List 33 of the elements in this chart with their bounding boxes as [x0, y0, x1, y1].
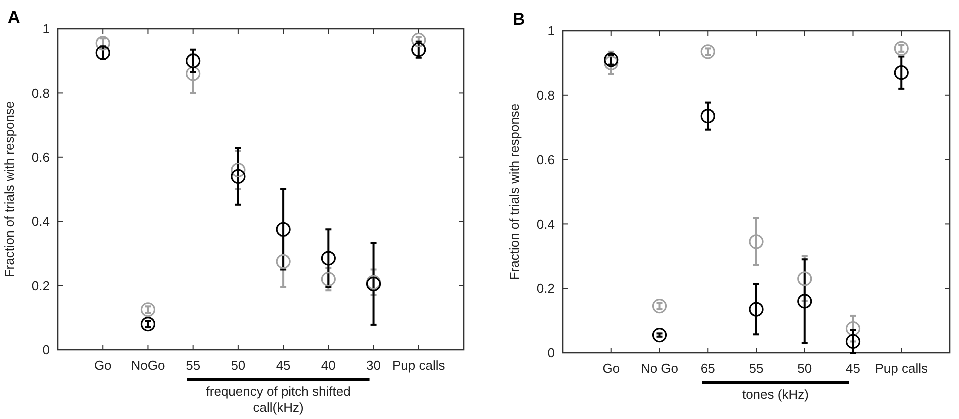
- y-tick-label: 0: [548, 346, 555, 361]
- x-tick-label: 50: [231, 358, 246, 373]
- y-tick-label: 0.8: [32, 86, 50, 101]
- y-axis-title: Fraction of trials with response: [2, 101, 17, 278]
- x-axis-title: frequency of pitch shifted call(kHz): [206, 384, 351, 415]
- x-tick-label: 30: [366, 358, 382, 373]
- y-tick-label: 1: [42, 22, 50, 37]
- y-tick-label: 0.2: [32, 278, 50, 294]
- x-tick-label: 45: [846, 361, 860, 376]
- x-tick-label: 45: [276, 358, 291, 373]
- x-tick-label: 65: [700, 361, 716, 376]
- chart-title: A: [8, 8, 20, 27]
- x-tick-label: Pup calls: [392, 358, 446, 373]
- x-tick-label: 40: [321, 358, 336, 373]
- y-tick-label: 0.6: [536, 152, 555, 168]
- chart-title: B: [513, 10, 526, 29]
- x-tick-label: 55: [749, 361, 764, 376]
- y-tick-label: 1: [548, 24, 555, 39]
- x-tick-label: Go: [94, 358, 112, 373]
- y-tick-label: 0.2: [536, 281, 555, 296]
- y-axis-title: Fraction of trials with response: [507, 104, 522, 280]
- x-tick-label: 55: [186, 358, 201, 373]
- x-tick-label: NoGo: [131, 358, 166, 373]
- x-tick-label: 50: [798, 361, 812, 376]
- y-tick-label: 0: [42, 342, 50, 358]
- y-tick-label: 0.8: [536, 88, 555, 103]
- x-axis-title: tones (kHz): [742, 387, 809, 402]
- y-tick-label: 0.4: [536, 216, 555, 232]
- x-tick-label: Pup calls: [875, 361, 928, 376]
- x-tick-label: Go: [602, 361, 620, 376]
- x-tick-label: No Go: [640, 361, 679, 376]
- y-tick-label: 0.6: [32, 150, 50, 165]
- y-tick-label: 0.4: [32, 214, 50, 230]
